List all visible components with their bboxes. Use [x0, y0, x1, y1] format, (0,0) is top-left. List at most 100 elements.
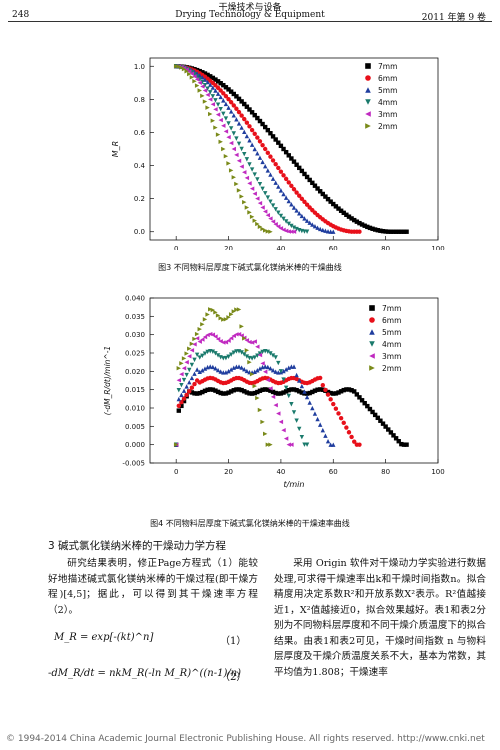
data-point-7mm [320, 387, 325, 392]
data-point-5mm [268, 172, 273, 177]
data-point-3mm [189, 71, 195, 76]
data-point-7mm [268, 131, 273, 136]
data-point-6mm [192, 381, 197, 387]
data-point-5mm [315, 416, 320, 422]
data-point-7mm [239, 99, 244, 104]
data-point-6mm [231, 103, 236, 108]
data-point-3mm [268, 216, 273, 221]
data-point-7mm [286, 153, 291, 158]
journal-title-en: Drying Technology & Equipment [175, 10, 325, 20]
data-point-2mm [228, 312, 234, 317]
data-point-5mm [218, 94, 223, 100]
data-point-5mm [273, 369, 278, 374]
data-point-7mm [242, 101, 247, 107]
data-point-4mm [276, 360, 281, 366]
data-point-6mm [323, 387, 328, 393]
data-point-7mm [401, 442, 407, 447]
data-point-2mm [187, 71, 192, 77]
data-point-2mm [244, 348, 250, 353]
data-point-7mm [404, 442, 409, 447]
y-tick-label: 0.040 [125, 295, 145, 303]
data-point-4mm [273, 355, 278, 360]
data-point-7mm [260, 121, 265, 127]
data-point-2mm [200, 322, 205, 327]
data-point-4mm [276, 210, 281, 215]
plot-frame [149, 297, 439, 464]
equation-2: -dM_R/dt = nkM_R(-ln M_R)^((n-1)/n) [48, 668, 241, 679]
data-point-2mm [213, 125, 218, 130]
data-point-7mm [336, 390, 341, 395]
data-point-7mm [349, 388, 354, 393]
legend-marker-7mm [369, 305, 375, 311]
data-point-2mm [202, 99, 208, 104]
data-point-7mm [331, 391, 336, 396]
data-point-6mm [221, 91, 226, 96]
data-point-4mm [205, 349, 210, 355]
data-point-2mm [181, 356, 187, 361]
data-point-6mm [249, 127, 255, 133]
data-point-2mm [213, 310, 218, 315]
data-point-6mm [291, 187, 297, 192]
data-point-7mm [281, 390, 286, 395]
data-point-6mm [357, 442, 362, 447]
legend-label-5mm: 5mm [378, 86, 397, 95]
data-point-5mm [299, 213, 305, 219]
x-tick-label: 100 [431, 468, 444, 476]
data-point-6mm [357, 229, 362, 234]
data-point-7mm [310, 389, 315, 395]
data-point-2mm [239, 194, 244, 199]
data-point-4mm [223, 355, 229, 361]
data-point-4mm [223, 116, 229, 121]
data-point-7mm [213, 388, 218, 393]
data-point-4mm [244, 354, 250, 359]
data-point-3mm [255, 196, 260, 201]
data-point-7mm [378, 418, 383, 423]
data-point-7mm [181, 398, 187, 404]
data-point-3mm [244, 338, 250, 343]
data-point-4mm [289, 402, 294, 407]
data-point-7mm [317, 189, 323, 194]
data-point-5mm [249, 142, 255, 147]
data-point-7mm [221, 82, 226, 88]
data-point-3mm [252, 339, 257, 344]
data-point-4mm [286, 221, 291, 227]
data-point-4mm [249, 356, 255, 361]
data-point-3mm [234, 152, 239, 158]
data-point-4mm [268, 351, 273, 356]
data-point-5mm [184, 384, 189, 389]
data-point-7mm [325, 196, 331, 202]
y-tick-label: 0.010 [125, 405, 145, 413]
x-axis-label: t/min [284, 480, 305, 489]
data-point-4mm [228, 126, 234, 131]
y-tick-label: 0.020 [125, 368, 145, 376]
data-point-7mm [380, 228, 386, 234]
data-point-2mm [205, 105, 210, 110]
data-point-5mm [289, 202, 294, 207]
data-point-3mm [263, 209, 268, 214]
page-number: 248 [12, 10, 30, 20]
data-point-7mm [383, 229, 388, 234]
data-point-7mm [388, 430, 394, 435]
data-point-3mm [215, 112, 221, 117]
data-point-7mm [289, 156, 294, 161]
data-point-5mm [268, 366, 273, 371]
copyright-footer: © 1994-2014 China Academic Journal Elect… [6, 734, 485, 744]
data-point-5mm [244, 368, 250, 374]
data-point-3mm [239, 164, 244, 169]
data-point-7mm [312, 388, 318, 393]
data-point-5mm [265, 168, 271, 173]
data-point-4mm [278, 369, 284, 374]
data-point-5mm [307, 220, 312, 225]
data-point-2mm [210, 118, 216, 123]
y-tick-label: 0.030 [125, 331, 145, 339]
data-point-7mm [291, 159, 297, 164]
data-point-3mm [281, 428, 286, 433]
data-point-7mm [323, 194, 328, 199]
data-point-7mm [391, 433, 396, 438]
data-point-3mm [265, 213, 271, 218]
data-point-7mm [247, 107, 252, 112]
data-point-4mm [231, 131, 236, 136]
legend-label-7mm: 7mm [378, 62, 397, 71]
data-point-4mm [252, 172, 257, 177]
legend-label-6mm: 6mm [378, 74, 397, 83]
